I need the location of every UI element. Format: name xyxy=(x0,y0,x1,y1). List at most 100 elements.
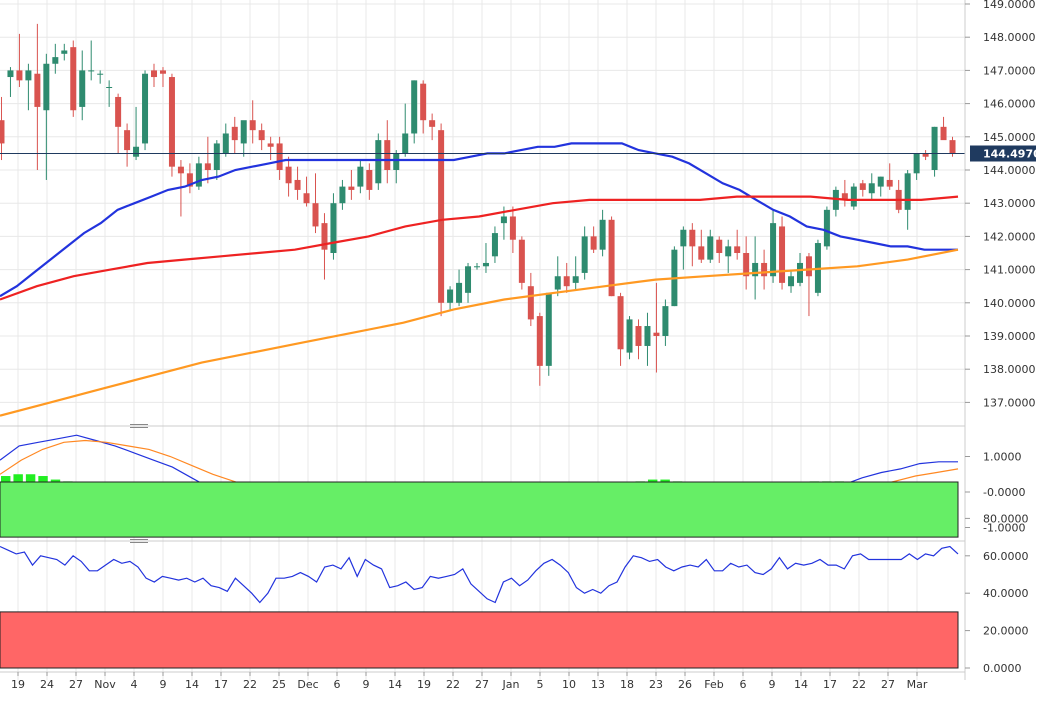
candle-body xyxy=(743,253,750,277)
panel-resize-handle[interactable] xyxy=(130,539,148,543)
candle xyxy=(321,213,328,280)
candle xyxy=(895,179,902,214)
candle xyxy=(357,160,364,194)
candle xyxy=(43,53,50,180)
candle xyxy=(375,133,382,190)
candle xyxy=(61,43,68,61)
candle-body xyxy=(348,186,355,190)
y-tick-label: 146.0000 xyxy=(983,98,1036,111)
candle-body xyxy=(43,63,50,111)
candle-body xyxy=(447,289,454,303)
candle-body xyxy=(608,219,615,297)
candle xyxy=(734,229,741,260)
candle xyxy=(115,93,122,154)
candle-body xyxy=(429,120,436,127)
candle-body xyxy=(321,223,328,250)
candle-body xyxy=(0,120,5,144)
candle xyxy=(330,193,337,260)
candle-body xyxy=(249,120,256,131)
x-tick-label: 19 xyxy=(417,678,431,691)
x-tick-label: 14 xyxy=(794,678,808,691)
y-tick-label: 142.0000 xyxy=(983,230,1036,243)
candle-body xyxy=(195,163,202,187)
candle xyxy=(168,73,175,177)
x-tick-label: 17 xyxy=(214,678,228,691)
candle xyxy=(249,100,256,144)
candle-body xyxy=(536,316,543,366)
candle xyxy=(581,226,588,280)
candle xyxy=(527,272,534,327)
candle-body xyxy=(859,183,866,190)
rsi-tick-label: 20.0000 xyxy=(983,625,1029,638)
candle xyxy=(151,63,158,87)
price-panel xyxy=(0,23,965,417)
x-tick-label: 26 xyxy=(678,678,692,691)
rsi-panel xyxy=(0,481,959,669)
candle-body xyxy=(106,87,113,88)
candle xyxy=(474,262,480,270)
candle-body xyxy=(491,233,498,257)
candle xyxy=(222,123,229,157)
y-tick-label: 143.0000 xyxy=(983,197,1036,210)
x-tick-label: 22 xyxy=(243,678,257,691)
candle-body xyxy=(79,70,86,107)
candle xyxy=(608,216,615,297)
x-tick-label: 9 xyxy=(363,678,370,691)
candle xyxy=(572,256,579,290)
candle-body xyxy=(617,296,624,350)
candle xyxy=(276,136,283,180)
candle-body xyxy=(240,120,247,144)
candle-body xyxy=(438,130,445,303)
candle-body xyxy=(52,57,59,64)
candle xyxy=(536,312,543,386)
y-tick-label: 145.0000 xyxy=(983,131,1036,144)
candle-body xyxy=(886,179,893,187)
candle-body xyxy=(904,173,911,210)
candle xyxy=(518,236,525,290)
panel-resize-handle[interactable] xyxy=(130,424,148,428)
x-tick-label: 9 xyxy=(769,678,776,691)
candle-body xyxy=(330,203,337,253)
grid-lines xyxy=(0,0,965,680)
candle-body xyxy=(366,170,373,190)
candle xyxy=(303,176,310,207)
candle-body xyxy=(940,126,947,141)
candle-body xyxy=(276,143,283,170)
candle-body xyxy=(258,130,265,141)
candle xyxy=(159,67,166,87)
candle-body xyxy=(779,226,786,283)
candle-body xyxy=(186,173,193,187)
macd-tick-label: -0.0000 xyxy=(983,486,1025,499)
x-tick-label: 14 xyxy=(185,678,199,691)
candle xyxy=(868,173,875,200)
candle xyxy=(662,299,669,346)
candle xyxy=(411,80,418,144)
rsi-tick-label: 0.0000 xyxy=(983,662,1022,675)
x-tick-label: 23 xyxy=(649,678,663,691)
rsi-oversold-zone xyxy=(0,611,959,669)
candle-body xyxy=(626,319,633,353)
ma-line-ma55 xyxy=(0,142,958,298)
candle-body xyxy=(151,70,158,78)
candle-body xyxy=(294,179,301,190)
candle xyxy=(70,40,77,117)
candle xyxy=(267,136,274,161)
candle xyxy=(106,80,113,107)
candle xyxy=(348,170,355,200)
candle xyxy=(491,226,498,263)
candle xyxy=(124,123,131,167)
candle-body xyxy=(384,140,391,170)
candle xyxy=(142,70,149,151)
x-tick-label: Feb xyxy=(704,678,723,691)
candle xyxy=(940,116,947,141)
candle xyxy=(52,43,59,74)
candle-body xyxy=(680,229,687,247)
candle-body xyxy=(357,166,364,187)
x-tick-label: 13 xyxy=(591,678,605,691)
candle-body xyxy=(725,246,732,257)
candle xyxy=(671,246,678,307)
candle-body xyxy=(877,176,884,187)
candle-body xyxy=(213,143,220,170)
candle xyxy=(393,150,400,184)
